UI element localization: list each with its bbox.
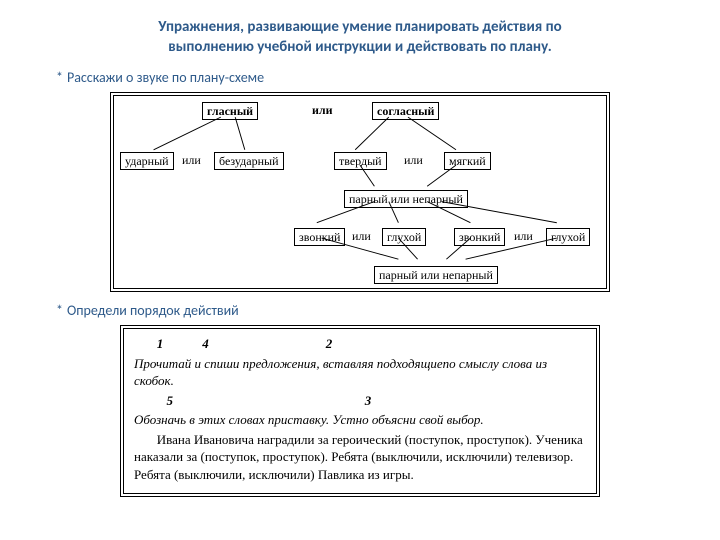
label-or-2a: или <box>182 153 201 167</box>
bullet-2: *Определи порядок действий <box>56 302 670 319</box>
node-glasnyy: гласный <box>202 102 258 120</box>
task-n5: 5 <box>167 393 174 408</box>
node-udarnyy: ударный <box>120 152 174 170</box>
title-line-1: Упражнения, развивающие умение планирова… <box>158 18 561 36</box>
bullet-star-2: * <box>56 302 63 319</box>
node-myagkiy: мягкий <box>444 152 491 170</box>
title-line-2: выполнению учебной инструкции и действов… <box>168 38 551 56</box>
order-task-box: 1 4 2 Прочитай и спиши предложения, вста… <box>120 325 600 497</box>
sound-diagram: гласный или согласный ударный или безуда… <box>110 92 610 292</box>
task-n1: 1 <box>157 336 164 351</box>
bullet-2-text: Определи порядок действий <box>67 302 239 319</box>
node-tverdyy: твердый <box>334 152 387 170</box>
task-instr-1: Прочитай и спиши предложения, вставляя п… <box>134 355 586 390</box>
task-numbers-row-1: 1 4 2 <box>134 335 586 353</box>
task-numbers-row-2: 5 3 <box>134 392 586 410</box>
task-n3: 3 <box>365 393 372 408</box>
bullet-1-text: Расскажи о звуке по плану-схеме <box>67 69 264 86</box>
node-soglasnyy: согласный <box>372 102 439 120</box>
label-or-2b: или <box>404 153 423 167</box>
task-body: Ивана Ивановича наградили за героический… <box>134 431 586 484</box>
node-gluhoy-1: глухой <box>382 228 426 246</box>
task-n4: 4 <box>202 336 209 351</box>
node-gluhoy-2: глухой <box>546 228 590 246</box>
label-or-4b: или <box>514 229 533 243</box>
page-title: Упражнения, развивающие умение планирова… <box>50 18 670 57</box>
bullet-star-1: * <box>56 69 63 86</box>
node-parnyy-2: парный или непарный <box>374 266 498 284</box>
node-zvonkiy-2: звонкий <box>454 228 505 246</box>
bullet-1: *Расскажи о звуке по плану-схеме <box>56 69 670 86</box>
task-n2: 2 <box>326 336 333 351</box>
node-parnyy-1: парный или непарный <box>344 190 468 208</box>
label-or-4a: или <box>352 229 371 243</box>
node-bezudarnyy: безударный <box>214 152 284 170</box>
label-or-top: или <box>312 103 333 117</box>
node-zvonkiy-1: звонкий <box>294 228 345 246</box>
task-instr-2: Обозначь в этих словах приставку. Устно … <box>134 411 586 429</box>
